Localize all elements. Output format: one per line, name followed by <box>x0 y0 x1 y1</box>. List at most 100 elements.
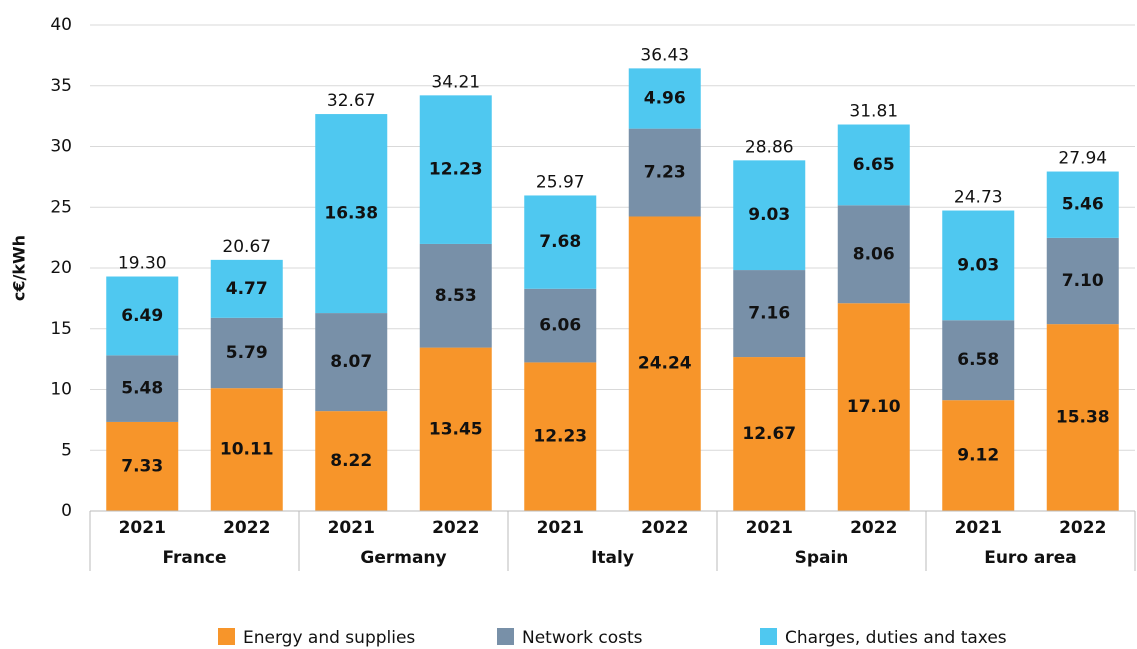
x-tick-label: 2022 <box>223 518 270 538</box>
x-tick-label: 2021 <box>328 518 375 538</box>
segment-label: 9.03 <box>748 205 790 225</box>
bar-segment <box>106 421 179 511</box>
segment-label: 16.38 <box>324 204 378 224</box>
segment-label: 7.10 <box>1062 271 1104 291</box>
total-label: 20.67 <box>222 237 271 257</box>
bar-segment <box>524 288 597 363</box>
y-tick-label: 35 <box>50 76 72 96</box>
segment-label: 9.12 <box>957 446 999 466</box>
bar-segment <box>733 357 806 511</box>
segment-label: 24.24 <box>638 354 692 374</box>
segment-label: 8.07 <box>330 352 372 372</box>
segment-label: 13.45 <box>429 419 483 439</box>
legend-label: Charges, duties and taxes <box>785 628 1007 648</box>
legend-label: Energy and supplies <box>243 628 415 648</box>
bar-segment <box>942 210 1015 321</box>
bar-segment <box>524 362 597 511</box>
total-label: 27.94 <box>1058 149 1107 169</box>
bar-segment <box>628 68 701 129</box>
total-label: 19.30 <box>118 254 167 274</box>
y-tick-label: 0 <box>61 501 72 521</box>
total-label: 24.73 <box>954 188 1003 208</box>
total-label: 36.43 <box>640 45 689 65</box>
group-label: France <box>162 548 226 568</box>
bar-segment <box>315 411 388 511</box>
segment-label: 9.03 <box>957 255 999 275</box>
bar-segment <box>733 160 806 271</box>
x-tick-label: 2022 <box>1059 518 1106 538</box>
x-tick-label: 2022 <box>850 518 897 538</box>
bar-segment <box>942 400 1015 511</box>
y-tick-label: 30 <box>50 137 72 157</box>
x-tick-label: 2021 <box>955 518 1002 538</box>
x-tick-label: 2021 <box>119 518 166 538</box>
bar-segment <box>210 317 283 389</box>
legend-label: Network costs <box>522 628 643 648</box>
segment-label: 7.33 <box>121 456 163 476</box>
legend-swatch <box>497 628 514 645</box>
bar-segment <box>106 355 179 422</box>
segment-label: 6.65 <box>853 155 895 175</box>
legend-swatch <box>760 628 777 645</box>
segment-label: 6.58 <box>957 350 999 370</box>
bar-segment <box>837 205 910 304</box>
y-axis-label: c€/kWh <box>10 235 29 301</box>
y-tick-label: 25 <box>50 197 72 217</box>
y-tick-label: 15 <box>50 319 72 339</box>
bar-segment <box>1046 237 1119 325</box>
bar-segment <box>733 270 806 358</box>
x-tick-label: 2022 <box>641 518 688 538</box>
total-label: 25.97 <box>536 172 585 192</box>
segment-label: 6.06 <box>539 316 581 336</box>
bar-segment <box>315 313 388 412</box>
bar-segment <box>419 243 492 348</box>
bar-segment <box>628 216 701 511</box>
y-tick-label: 10 <box>50 380 72 400</box>
y-tick-label: 40 <box>50 15 72 35</box>
x-tick-label: 2022 <box>432 518 479 538</box>
bar-segment <box>315 114 388 314</box>
bar-segment <box>419 347 492 511</box>
bar-segment <box>837 124 910 206</box>
group-label: Euro area <box>984 548 1077 568</box>
segment-label: 6.49 <box>121 306 163 326</box>
segment-label: 4.96 <box>644 89 686 109</box>
bar-segment <box>837 303 910 511</box>
segment-label: 7.16 <box>748 304 790 324</box>
group-label: Spain <box>795 548 849 568</box>
bar-segment <box>419 95 492 244</box>
segment-label: 8.22 <box>330 451 372 471</box>
bar-segment <box>524 195 597 289</box>
segment-label: 5.48 <box>121 379 163 399</box>
bar-segment <box>1046 324 1119 511</box>
bar-segment <box>628 128 701 217</box>
y-tick-label: 5 <box>61 440 72 460</box>
segment-label: 7.23 <box>644 163 686 183</box>
group-label: Italy <box>591 548 634 568</box>
y-tick-label: 20 <box>50 258 72 278</box>
segment-label: 12.23 <box>429 160 483 180</box>
segment-label: 17.10 <box>847 397 901 417</box>
bar-segment <box>210 259 283 318</box>
legend-swatch <box>218 628 235 645</box>
total-label: 28.86 <box>745 137 794 157</box>
segment-label: 10.11 <box>220 440 274 460</box>
x-tick-label: 2021 <box>537 518 584 538</box>
x-tick-label: 2021 <box>746 518 793 538</box>
segment-label: 8.06 <box>853 244 895 264</box>
segment-label: 7.68 <box>539 232 581 252</box>
segment-label: 5.46 <box>1062 195 1104 215</box>
segment-label: 8.53 <box>435 286 477 306</box>
segment-label: 4.77 <box>226 279 268 299</box>
bar-segment <box>210 388 283 511</box>
segment-label: 5.79 <box>226 343 268 363</box>
total-label: 31.81 <box>849 102 898 122</box>
bar-segment <box>106 276 179 356</box>
segment-label: 12.23 <box>533 427 587 447</box>
group-label: Germany <box>360 548 446 568</box>
total-label: 34.21 <box>431 72 480 92</box>
bar-segment <box>1046 171 1119 238</box>
bar-segment <box>942 320 1015 401</box>
total-label: 32.67 <box>327 91 376 111</box>
